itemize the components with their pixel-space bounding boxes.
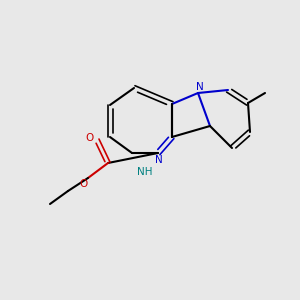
Text: O: O: [85, 133, 93, 143]
Text: N: N: [155, 155, 163, 165]
Text: NH: NH: [137, 167, 153, 177]
Text: O: O: [79, 179, 87, 189]
Text: N: N: [196, 82, 204, 92]
